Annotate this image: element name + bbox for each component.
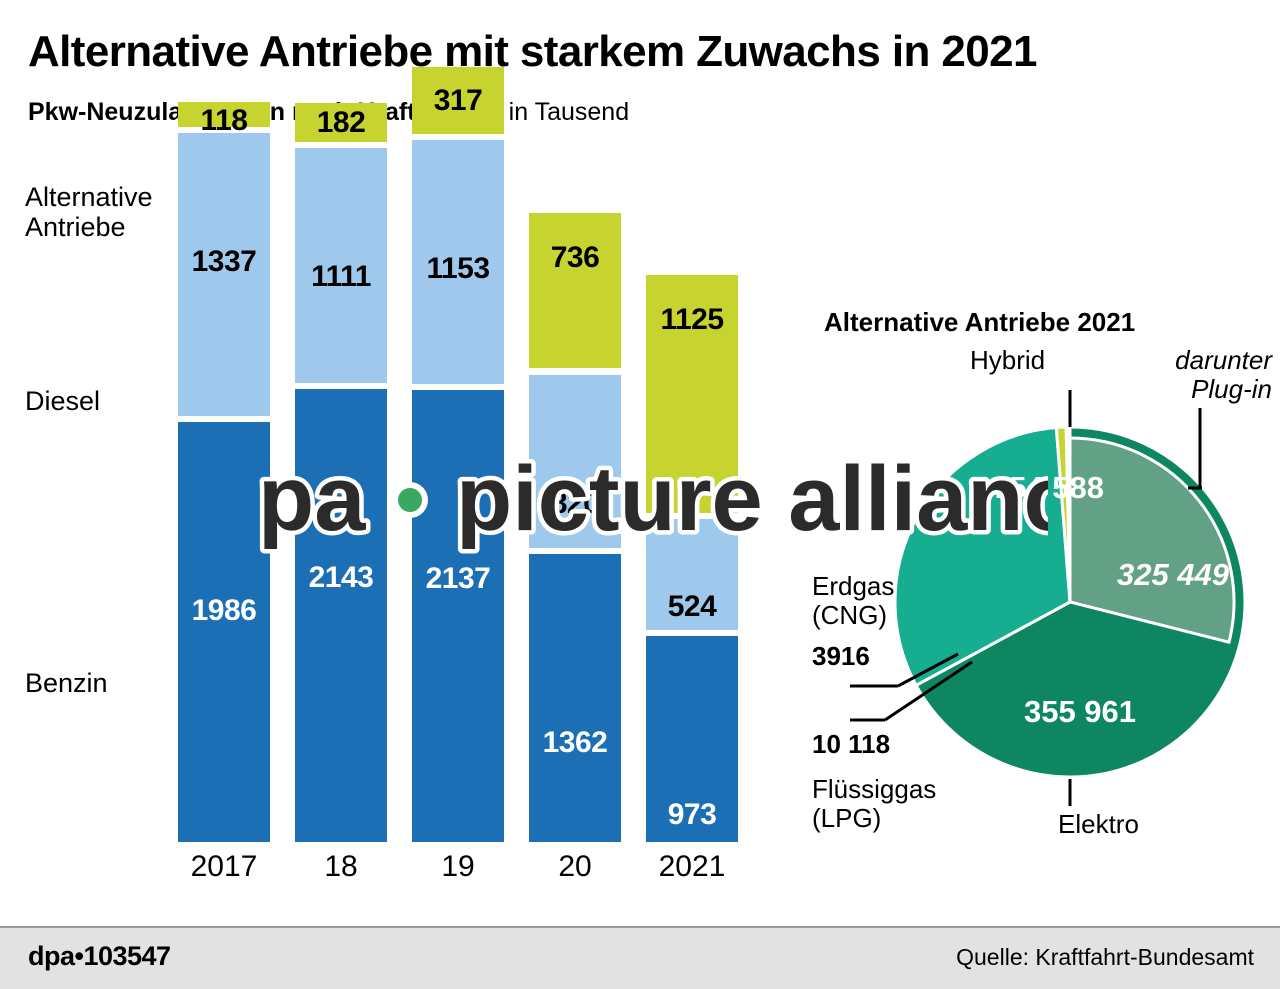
pie-value-hybrid: 754 588 [992,470,1104,505]
bar-value-diesel-2021: 524 [667,590,717,624]
bar-value-diesel-2017: 1337 [191,245,257,279]
bar-segment-diesel-2021: 524 [646,519,738,631]
pie-chart-panel: Alternative Antriebe 2021 754 588 325 449… [790,290,1280,870]
bar-segment-alternative-20: 736 [529,212,621,369]
x-axis-label-2021: 2021 [658,850,726,883]
stacked-bar-chart: 118 1337 1986 2017 182 1111 2143 18 317 1153 2137 1… [178,0,738,883]
bar-segment-diesel-2017: 1337 [178,133,270,416]
bar-value-alternative-20: 736 [550,240,600,274]
x-axis-label-18: 18 [324,850,358,883]
bar-segment-benzin-2017: 1986 [178,421,270,842]
pie-label-lpg-line2: (LPG) [812,802,882,833]
footer-source: Quelle: Kraftfahrt-Bundesamt [956,944,1254,970]
bar-segment-alternative-2021: 1125 [646,275,738,514]
pie-slice-elektro [893,425,1072,688]
pie-chart-graphic: 754 588 325 449 355 961 [850,390,1247,806]
bar-value-alternative-19: 317 [433,83,483,117]
bar-value-alternative-2017: 118 [200,104,248,138]
pie-value-lpg: 10 118 [812,729,891,759]
pie-value-plugin: 325 449 [1117,557,1230,592]
x-axis-label-20: 20 [558,850,592,883]
bar-value-alternative-2021: 1125 [660,303,724,337]
bar-column-2017: 118 1337 1986 [178,0,270,842]
pie-value-cng: 3916 [812,641,870,671]
pie-label-cng-line2: (CNG) [812,599,888,630]
bar-column-18: 182 1111 2143 [295,0,387,842]
callout-line-lpg-diagonal [884,660,973,722]
pie-label-plugin: darunter Plug-in [1080,346,1272,403]
footer-bar [0,928,1280,989]
x-axis-label-19: 19 [441,850,475,883]
pie-subslice-plugin [1068,436,1236,645]
pie-label-hybrid: Hybrid [970,345,1046,375]
bar-value-diesel-20: 820 [550,486,600,520]
pie-chart-title: Alternative Antriebe 2021 [824,307,1136,337]
x-axis-label-2017: 2017 [190,850,258,883]
category-label-alternative-line2: Antriebe [25,212,126,243]
bar-segment-benzin-19: 2137 [412,390,504,842]
bar-value-benzin-2017: 1986 [191,593,257,627]
bar-value-benzin-19: 2137 [425,562,491,596]
category-label-benzin: Benzin [25,668,108,698]
pie-label-lpg-line1: Flüssiggas [812,774,937,804]
footer-divider [0,926,1280,928]
pie-label-plugin-line2: Plug-in [1191,373,1272,404]
footer-credit: dpa•103547 [28,941,171,971]
bar-value-diesel-19: 1153 [426,252,490,286]
pie-label-plugin-line1: darunter [1175,345,1272,375]
bar-value-diesel-18: 1111 [311,259,371,293]
pie-label-cng: Erdgas (CNG) [812,572,894,629]
bar-value-alternative-18: 182 [316,105,366,139]
bar-segment-alternative-19: 317 [412,67,504,135]
bar-segment-diesel-19: 1153 [412,140,504,385]
bar-value-benzin-20: 1362 [542,725,608,759]
category-label-alternative-line1: Alternative [25,182,153,212]
pie-label-elektro: Elektro [1058,809,1139,839]
category-label-alternative: Alternative Antriebe [25,182,153,242]
callout-line-cng-diagonal [897,652,959,688]
bar-segment-diesel-20: 820 [529,374,621,548]
pie-label-lpg: Flüssiggas (LPG) [812,775,936,832]
pie-label-cng-line1: Erdgas [812,571,895,601]
bar-segment-alternative-2017: 118 [178,102,270,137]
category-label-diesel: Diesel [25,386,101,416]
bar-column-19: 317 1153 2137 [412,0,504,842]
bar-segment-benzin-2021: 973 [646,636,738,842]
bar-column-20: 736 820 1362 [529,0,621,842]
bar-segment-alternative-18: 182 [295,103,387,142]
bar-value-benzin-2021: 973 [667,797,717,831]
bar-column-2021: 1125 524 973 [646,0,738,842]
bar-value-benzin-18: 2143 [308,560,374,594]
page-title: Alternative Antriebe mit starkem Zuwachs… [28,27,1037,76]
pie-value-elektro: 355 961 [1024,694,1136,729]
bar-segment-benzin-20: 1362 [529,553,621,842]
bar-segment-benzin-18: 2143 [295,388,387,842]
subtitle-light-part: in Tausend [501,98,630,126]
bar-segment-diesel-18: 1111 [295,147,387,383]
